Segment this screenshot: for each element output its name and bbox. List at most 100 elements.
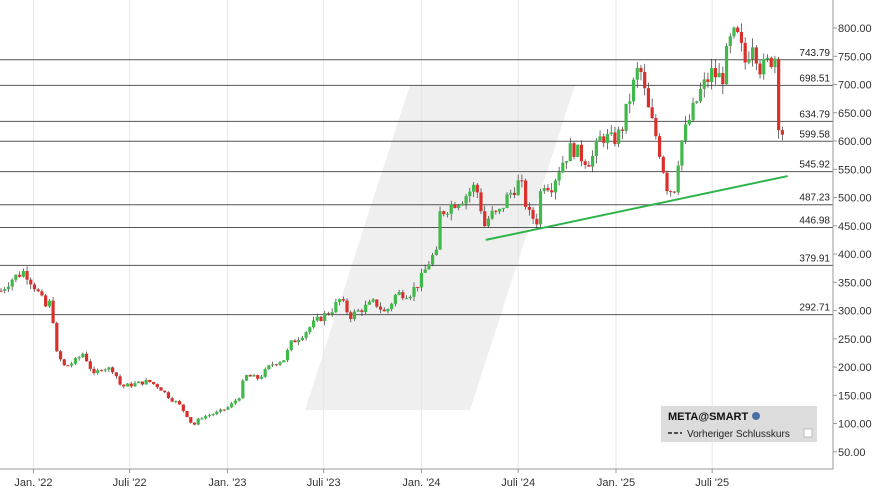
candle-body-192: [713, 68, 717, 78]
candle-body-172: [639, 67, 643, 72]
level-label-5: 487.23: [799, 193, 830, 204]
candle-body-184: [684, 124, 688, 141]
x-tick-label-4: Jan. '24: [402, 477, 440, 489]
candle-body-115: [427, 264, 431, 270]
candle-body-17: [62, 359, 66, 366]
candle-body-201: [747, 59, 751, 63]
y-tick-label-8: 450.00: [838, 221, 872, 233]
level-label-bg-1: [796, 71, 832, 84]
globe-icon[interactable]: [752, 412, 760, 420]
candle-body-157: [583, 161, 587, 165]
candle-body-191: [710, 68, 714, 83]
candle-body-6: [21, 271, 25, 277]
candle-body-128: [475, 184, 479, 193]
legend-symbol: META@SMART: [668, 411, 748, 423]
y-tick-label-5: 300.00: [838, 306, 872, 318]
candle-body-107: [397, 292, 401, 295]
candle-body-21: [77, 357, 81, 359]
candle-body-43: [159, 387, 163, 391]
candle-body-66: [244, 375, 249, 381]
candle-body-119: [442, 211, 446, 215]
candle-body-206: [765, 57, 770, 60]
candle-body-30: [111, 367, 115, 373]
candle-body-62: [230, 403, 234, 408]
candle-body-153: [568, 143, 572, 162]
level-label-2: 634.79: [799, 109, 830, 120]
level-label-bg-3: [796, 127, 832, 140]
candle-body-49: [181, 404, 185, 411]
candle-body-72: [267, 365, 271, 370]
candle-body-140: [520, 180, 524, 182]
candle-body-50: [185, 410, 189, 418]
candle-body-76: [282, 360, 286, 363]
candle-body-41: [151, 382, 156, 385]
candle-body-2: [6, 286, 11, 290]
candle-body-138: [512, 192, 517, 196]
y-tick-label-13: 700.00: [838, 80, 872, 92]
candle-body-149: [553, 180, 557, 193]
candle-body-110: [408, 296, 412, 299]
level-label-bg-5: [796, 190, 832, 203]
candle-body-87: [323, 313, 327, 322]
candle-body-144: [535, 218, 539, 225]
candle-body-170: [631, 79, 636, 102]
candle-body-183: [680, 140, 684, 166]
candle-body-101: [375, 299, 379, 307]
y-axis-ticks: 50.00 100.00 150.00 200.00 250.00 300.00 350.0…: [833, 23, 872, 459]
candle-body-102: [378, 306, 383, 310]
candle-body-196: [728, 36, 732, 47]
candle-body-38: [140, 381, 144, 385]
candle-body-47: [174, 401, 178, 403]
candle-body-200: [743, 42, 747, 63]
level-label-6: 446.98: [799, 215, 830, 226]
candle-body-78: [289, 340, 293, 350]
candle-body-156: [579, 144, 584, 162]
candle-body-73: [271, 364, 275, 366]
x-tick-label-6: Jan. '25: [597, 477, 635, 489]
candle-body-146: [542, 187, 546, 192]
candle-body-34: [125, 383, 130, 387]
x-tick-label-7: Juli '25: [695, 477, 729, 489]
legend-checkbox[interactable]: [803, 428, 813, 438]
candle-body-27: [99, 370, 104, 372]
candle-body-127: [471, 184, 476, 192]
candle-body-187: [695, 101, 699, 103]
candle-body-11: [40, 291, 44, 296]
level-label-4: 545.92: [799, 160, 830, 171]
candle-body-16: [58, 351, 63, 360]
y-tick-label-0: 50.00: [838, 447, 866, 459]
candle-body-95: [352, 311, 357, 319]
candle-body-197: [732, 27, 736, 37]
candle-body-109: [404, 298, 409, 300]
candle-body-189: [702, 79, 706, 89]
candle-body-171: [635, 67, 639, 80]
level-labels: 743.79 698.51 634.79 599.58 545.92 487.23 446.…: [796, 45, 832, 314]
candle-body-19: [70, 363, 74, 366]
candle-body-202: [751, 47, 755, 60]
level-label-bg-7: [796, 251, 832, 264]
candle-body-108: [401, 292, 405, 299]
candle-body-139: [516, 180, 520, 196]
candle-body-57: [211, 414, 215, 416]
candle-body-22: [81, 353, 85, 358]
y-tick-label-2: 150.00: [838, 390, 872, 402]
level-label-bg-6: [796, 213, 832, 226]
y-tick-label-10: 550.00: [838, 164, 872, 176]
candle-body-59: [218, 409, 223, 412]
horizontal-levels: [0, 59, 833, 316]
candle-body-176: [654, 118, 658, 137]
candle-body-185: [687, 119, 691, 125]
candle-body-91: [337, 299, 342, 303]
y-tick-label-1: 100.00: [838, 419, 872, 431]
candle-body-193: [717, 73, 721, 78]
candle-body-182: [676, 165, 680, 193]
candle-body-86: [319, 316, 323, 322]
x-tick-label-2: Jan. '23: [208, 477, 246, 489]
candle-body-147: [546, 187, 550, 191]
candle-body-39: [144, 379, 148, 385]
candle-body-148: [550, 190, 554, 193]
candle-body-77: [285, 349, 290, 361]
candle-body-161: [598, 136, 602, 141]
candle-body-208: [773, 58, 777, 68]
candle-body-33: [122, 384, 126, 387]
